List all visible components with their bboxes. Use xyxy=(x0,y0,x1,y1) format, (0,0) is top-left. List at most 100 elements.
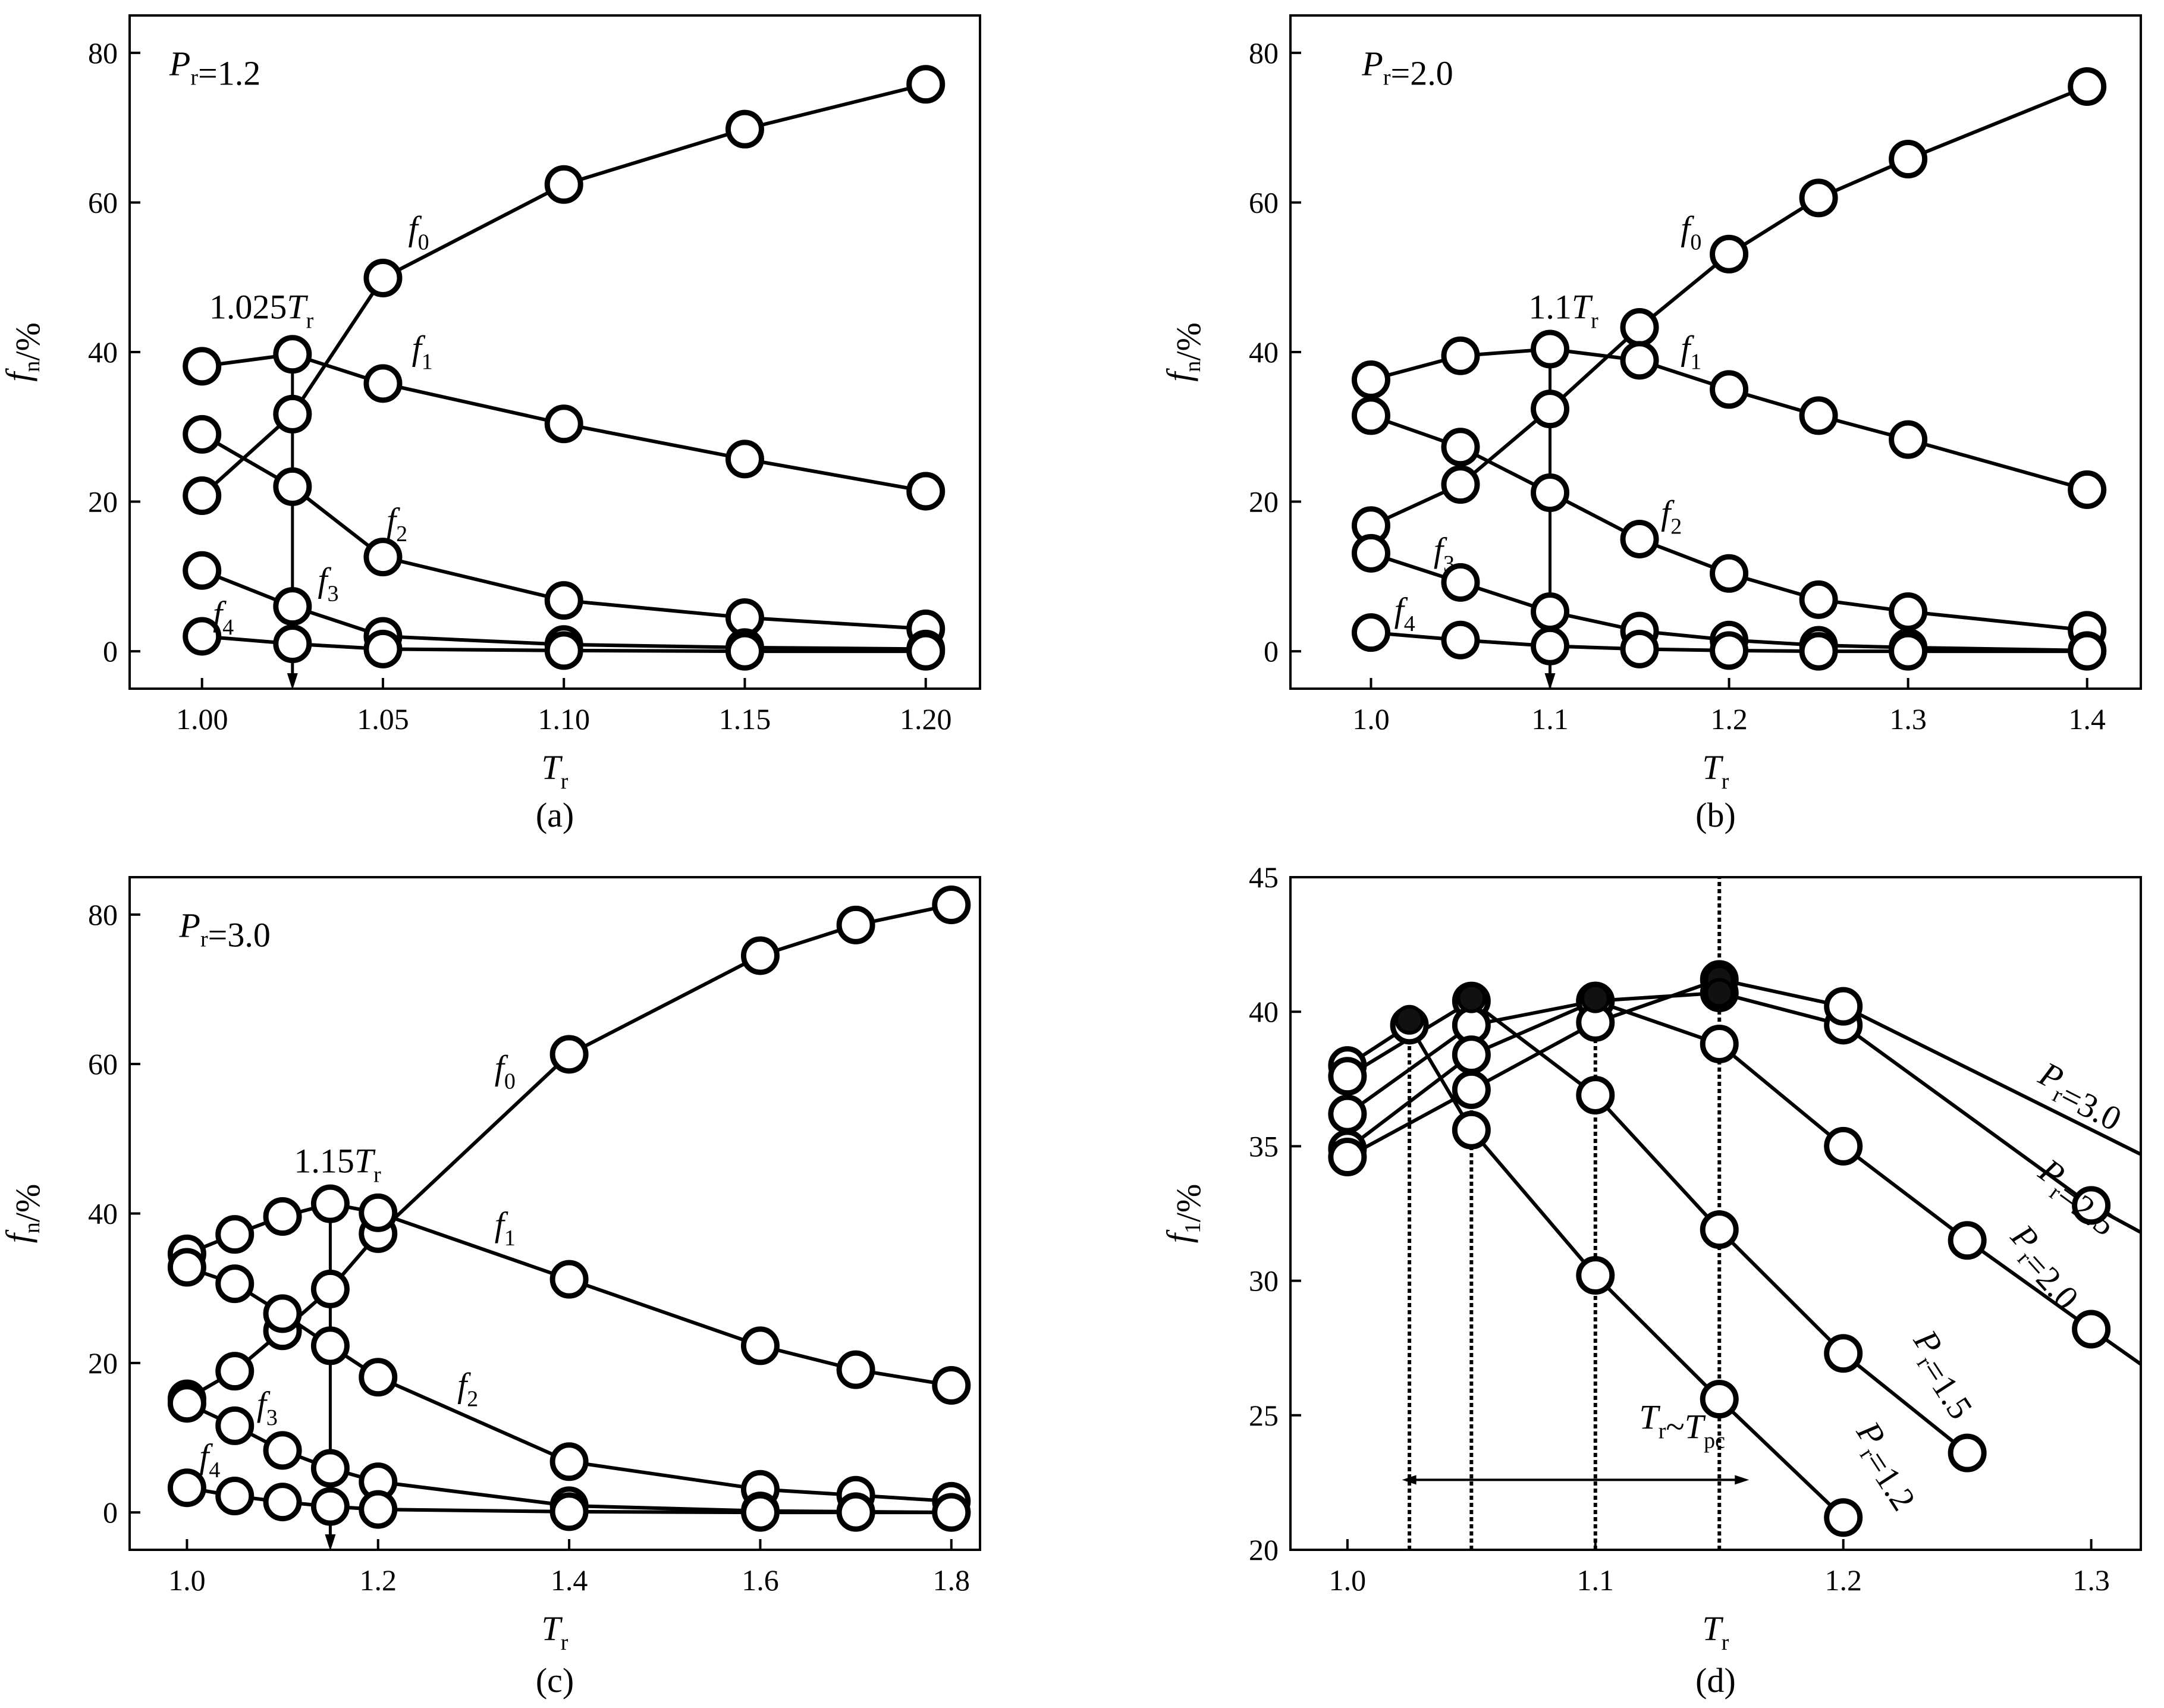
data-point xyxy=(363,629,403,668)
x-tick-label: 1.0 xyxy=(1352,702,1390,736)
data-point xyxy=(1328,1137,1367,1176)
x-tick-label: 1.1 xyxy=(1531,702,1569,736)
data-point xyxy=(2068,632,2107,671)
data-point xyxy=(263,1483,302,1522)
x-tick-label: 1.4 xyxy=(2068,702,2106,736)
data-point xyxy=(263,1294,302,1333)
x-tick-label: 1.1 xyxy=(1577,1563,1615,1597)
data-point xyxy=(1824,1126,1863,1166)
panel-c: 1.0 1.2 1.4 1.6 1.8 0 20 40 60 80 Tr fn/% (c) f0 f1 f2 f… xyxy=(0,876,981,1700)
panel-caption: (c) xyxy=(536,1661,574,1700)
data-point xyxy=(1351,613,1390,652)
x-tick-label: 1.0 xyxy=(1329,1563,1367,1597)
x-tick-label: 1.15 xyxy=(719,702,771,736)
series-group xyxy=(1328,960,2141,1537)
data-point xyxy=(1328,1094,1367,1134)
y-tick-label: 40 xyxy=(88,335,118,369)
y-tick-label: 40 xyxy=(88,1197,118,1230)
data-point xyxy=(1620,629,1659,668)
data-point xyxy=(1441,336,1480,375)
annotation-label: Tr~Tpc xyxy=(1639,1398,1725,1453)
data-point xyxy=(544,165,583,204)
data-point xyxy=(1620,341,1659,380)
data-point xyxy=(1531,592,1570,631)
data-point xyxy=(310,1269,350,1308)
x-tick-label: 1.2 xyxy=(360,1563,397,1597)
series-group xyxy=(167,885,971,1532)
y-tick-label: 20 xyxy=(88,485,118,519)
data-point xyxy=(1889,420,1928,459)
x-axis-title: Tr xyxy=(1703,1609,1729,1655)
plot-frame xyxy=(1289,876,2142,1551)
data-point xyxy=(1620,307,1659,347)
data-point xyxy=(359,1358,398,1397)
x-tick-label: 1.6 xyxy=(742,1563,779,1597)
x-axis-title: Tr xyxy=(542,748,569,794)
data-point xyxy=(263,1197,302,1236)
data-point-filled xyxy=(1394,1004,1425,1035)
data-point xyxy=(1700,1380,1739,1419)
x-tick-label: 1.2 xyxy=(1710,702,1748,736)
data-point xyxy=(1351,533,1390,573)
data-point xyxy=(740,936,780,975)
series-label: f4 xyxy=(199,1437,220,1483)
data-point xyxy=(1531,626,1570,665)
data-point xyxy=(1620,519,1659,558)
y-axis-title: fn/% xyxy=(0,322,47,382)
y-tick-label: 60 xyxy=(88,1047,118,1081)
y-axis-title: f1/% xyxy=(1160,1184,1208,1244)
panel-a: 1.00 1.05 1.10 1.15 1.20 0 20 40 60 80 Tr fn/% (a) f0… xyxy=(0,14,981,834)
series-label: f0 xyxy=(495,1048,516,1094)
data-point xyxy=(1576,1075,1615,1114)
data-point xyxy=(1351,360,1390,400)
data-point xyxy=(1441,563,1480,602)
data-point xyxy=(549,1035,589,1074)
series-group xyxy=(183,65,946,671)
data-point xyxy=(725,632,764,671)
data-point xyxy=(310,1326,350,1365)
data-point xyxy=(1351,396,1390,435)
series-label: f2 xyxy=(1661,493,1682,539)
data-point xyxy=(1799,580,1838,619)
data-point xyxy=(2068,67,2107,106)
data-point xyxy=(215,1406,255,1445)
annotation-label: Pr=3.0 xyxy=(179,906,271,955)
data-point xyxy=(273,335,312,374)
data-point xyxy=(167,1248,206,1287)
data-point xyxy=(1889,632,1928,671)
data-point xyxy=(1889,139,1928,178)
data-point xyxy=(215,1477,255,1516)
data-point xyxy=(359,1193,398,1232)
data-point xyxy=(183,551,222,590)
data-point xyxy=(183,347,222,386)
series-label: Pr=2.0 xyxy=(1996,1217,2093,1317)
data-point xyxy=(1948,1433,1987,1472)
data-point xyxy=(836,905,875,944)
x-tick-label: 1.20 xyxy=(900,702,952,736)
data-point-filled xyxy=(1456,983,1487,1013)
panel-caption: (d) xyxy=(1695,1661,1736,1700)
annotation-label: 1.1Tr xyxy=(1528,287,1598,333)
y-tick-label: 0 xyxy=(103,635,118,668)
y-tick-label: 20 xyxy=(1249,1533,1279,1566)
y-tick-label: 40 xyxy=(1249,995,1279,1028)
data-point xyxy=(1824,987,1863,1026)
data-point xyxy=(906,472,946,511)
x-axis-title: Tr xyxy=(542,1609,569,1655)
data-point xyxy=(1799,632,1838,671)
data-point xyxy=(1452,1070,1491,1109)
x-tick-label: 1.2 xyxy=(1824,1563,1862,1597)
y-axis-title: fn/% xyxy=(1160,322,1208,382)
x-tick-label: 1.3 xyxy=(2072,1563,2110,1597)
data-point xyxy=(549,1492,589,1531)
data-point xyxy=(310,1487,350,1526)
data-point xyxy=(725,109,764,149)
data-point xyxy=(740,1326,780,1365)
panel-d: 1.0 1.1 1.2 1.3202530354045Trf1/%(d)Pr=1.2P… xyxy=(1160,861,2142,1700)
data-point xyxy=(1531,329,1570,369)
data-point xyxy=(549,1260,589,1299)
series-line xyxy=(1346,977,2141,1159)
y-tick-label: 80 xyxy=(1249,36,1279,70)
data-point xyxy=(1710,234,1749,274)
